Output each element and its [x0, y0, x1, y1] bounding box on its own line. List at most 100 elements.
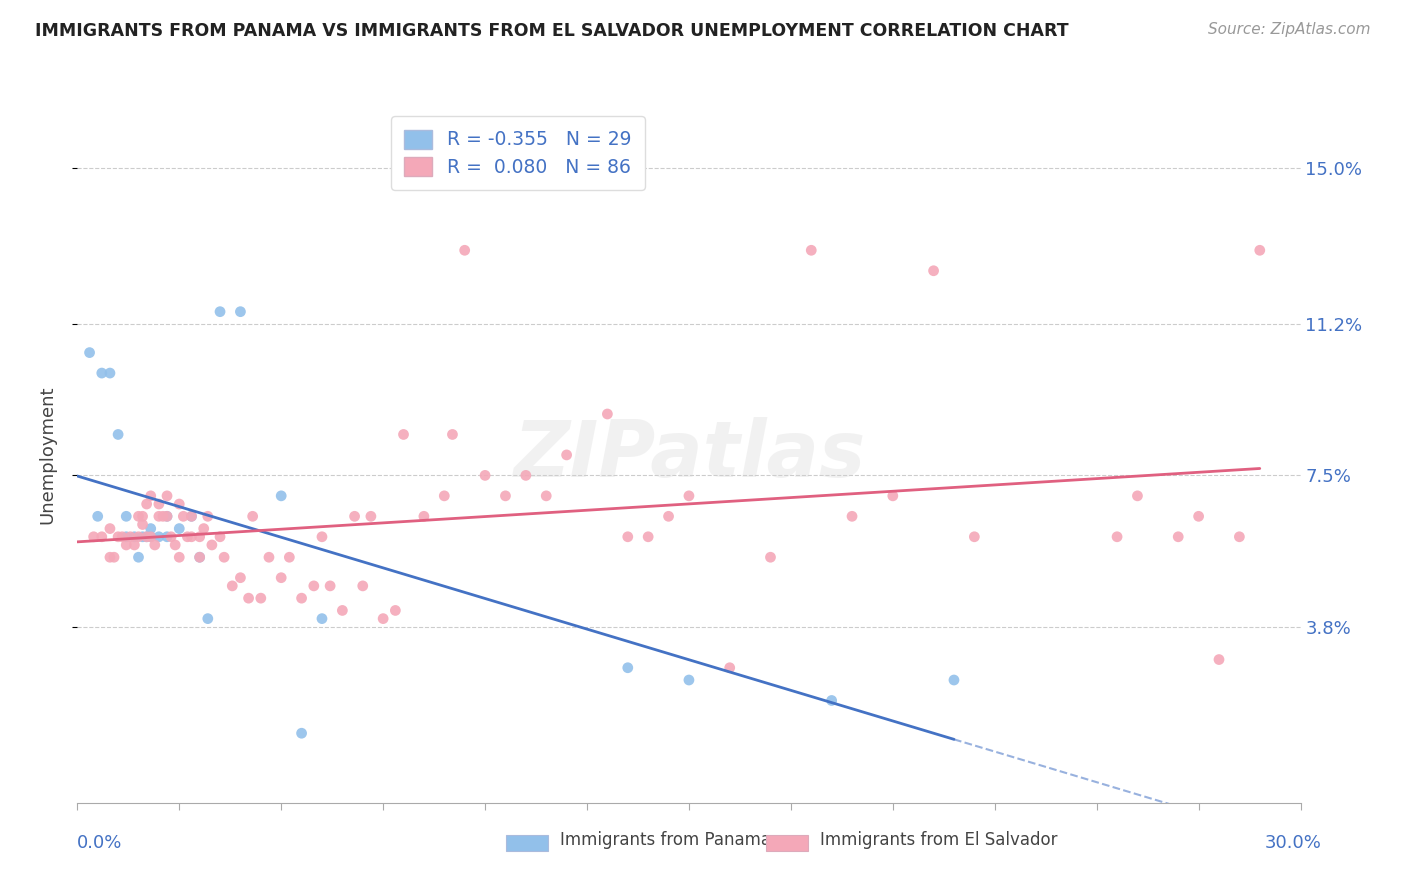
Point [718, 661, 741, 675]
Text: 0.0%: 0.0% [77, 834, 122, 852]
Point [617, 661, 640, 675]
Point [454, 244, 477, 258]
Point [188, 550, 211, 565]
Point [128, 509, 150, 524]
Point [124, 530, 146, 544]
Point [172, 509, 194, 524]
Point [156, 509, 179, 524]
Point [1208, 652, 1230, 666]
Text: Immigrants from El Salvador: Immigrants from El Salvador [820, 831, 1057, 849]
Point [188, 550, 211, 565]
Point [441, 427, 464, 442]
Point [120, 530, 142, 544]
Point [209, 304, 232, 318]
Text: ZIPatlas: ZIPatlas [513, 417, 865, 493]
Point [250, 591, 273, 606]
Point [1167, 530, 1189, 544]
Point [107, 427, 129, 442]
Text: Source: ZipAtlas.com: Source: ZipAtlas.com [1208, 22, 1371, 37]
Point [98, 550, 121, 565]
Y-axis label: Unemployment: Unemployment [38, 385, 56, 524]
Point [148, 530, 170, 544]
Point [143, 538, 166, 552]
Point [678, 489, 700, 503]
Point [882, 489, 904, 503]
Point [1188, 509, 1211, 524]
Point [943, 673, 966, 687]
Point [90, 366, 112, 380]
Point [352, 579, 374, 593]
Point [392, 427, 415, 442]
Point [131, 530, 153, 544]
Point [278, 550, 301, 565]
Point [156, 489, 179, 503]
Point [103, 550, 125, 565]
Point [176, 530, 198, 544]
Point [98, 366, 121, 380]
Point [165, 538, 187, 552]
Point [1249, 244, 1271, 258]
Point [821, 693, 844, 707]
Point [169, 522, 191, 536]
Point [209, 530, 232, 544]
Point [229, 571, 252, 585]
Point [637, 530, 659, 544]
Point [115, 509, 138, 524]
Point [229, 304, 252, 318]
Point [180, 509, 202, 524]
Point [83, 530, 105, 544]
Point [115, 538, 138, 552]
Point [617, 530, 640, 544]
Point [131, 517, 153, 532]
Point [139, 530, 162, 544]
Point [169, 497, 191, 511]
Point [180, 530, 202, 544]
Text: Immigrants from Panama: Immigrants from Panama [560, 831, 770, 849]
Point [291, 591, 314, 606]
Point [343, 509, 366, 524]
Point [79, 345, 101, 359]
Point [90, 530, 112, 544]
Point [257, 550, 280, 565]
Point [922, 264, 945, 278]
Point [107, 530, 129, 544]
Point [658, 509, 681, 524]
Point [242, 509, 264, 524]
Point [800, 244, 823, 258]
Point [302, 579, 325, 593]
Point [160, 530, 183, 544]
Point [201, 538, 224, 552]
Point [555, 448, 578, 462]
Point [963, 530, 986, 544]
Point [139, 530, 162, 544]
Point [1107, 530, 1129, 544]
Point [87, 509, 110, 524]
Point [115, 530, 138, 544]
Point [759, 550, 782, 565]
Point [135, 530, 157, 544]
Point [678, 673, 700, 687]
Point [413, 509, 436, 524]
Point [128, 530, 150, 544]
Point [135, 497, 157, 511]
Point [495, 489, 517, 503]
Legend: R = -0.355   N = 29, R =  0.080   N = 86: R = -0.355 N = 29, R = 0.080 N = 86 [391, 117, 644, 190]
Point [212, 550, 235, 565]
Point [180, 509, 202, 524]
Text: 30.0%: 30.0% [1265, 834, 1322, 852]
Point [197, 612, 219, 626]
Point [1126, 489, 1149, 503]
Point [152, 509, 174, 524]
Point [270, 571, 292, 585]
Point [156, 530, 179, 544]
Point [131, 509, 153, 524]
Point [148, 509, 170, 524]
Point [238, 591, 260, 606]
Point [596, 407, 619, 421]
Point [98, 522, 121, 536]
Point [169, 550, 191, 565]
Point [536, 489, 558, 503]
Point [841, 509, 863, 524]
Point [139, 522, 162, 536]
Point [515, 468, 537, 483]
